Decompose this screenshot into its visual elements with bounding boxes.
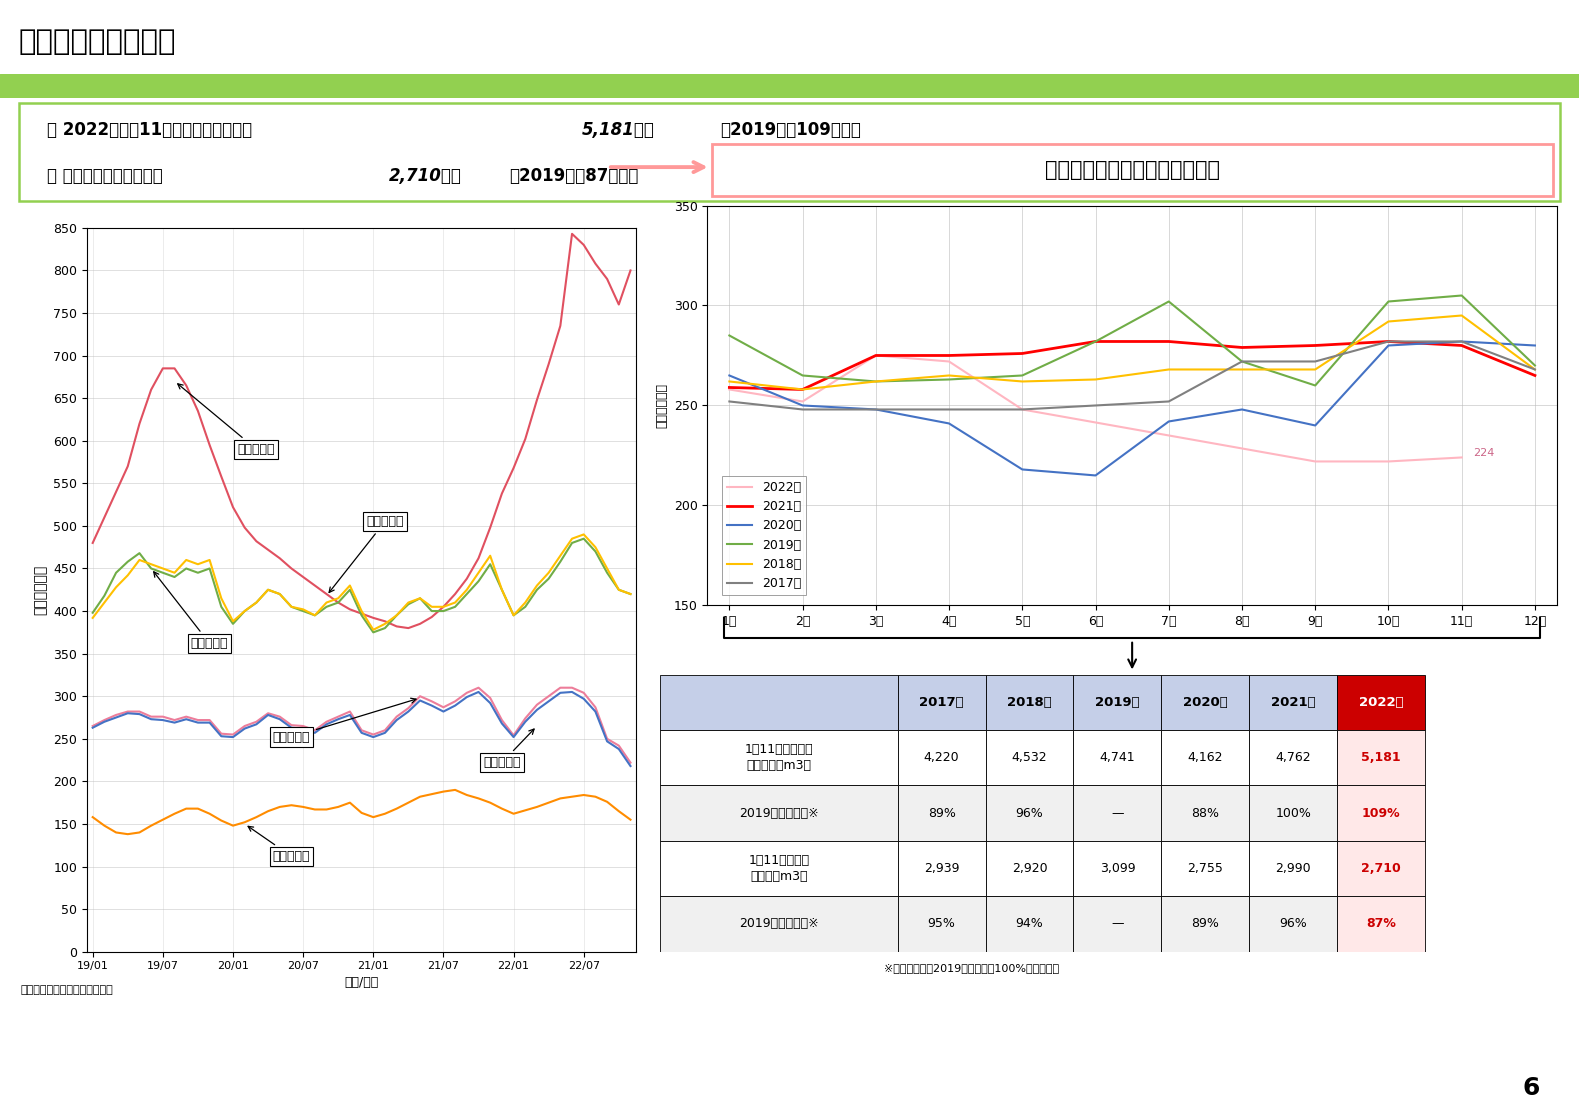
Text: 4,532: 4,532: [1012, 752, 1047, 764]
Y-axis label: 数量（千㎥）: 数量（千㎥）: [655, 383, 668, 428]
Bar: [1162, 785, 1249, 841]
Text: 4,220: 4,220: [924, 752, 960, 764]
Text: 2,710: 2,710: [1361, 862, 1401, 875]
Bar: [660, 841, 898, 896]
Text: 1～11月原木入荷
量合計（千m3）: 1～11月原木入荷 量合計（千m3）: [745, 743, 813, 772]
Text: 2019年との比較※: 2019年との比較※: [739, 806, 818, 820]
Text: ※コロナ禍前の2019年の数値を100%とした比較: ※コロナ禍前の2019年の数値を100%とした比較: [884, 963, 1060, 973]
Y-axis label: 数量（千㎥）: 数量（千㎥）: [33, 565, 47, 614]
Text: 2,920: 2,920: [1012, 862, 1047, 875]
Bar: [1249, 675, 1337, 731]
Bar: [985, 675, 1074, 731]
Text: 95%: 95%: [928, 917, 955, 930]
Text: 4,162: 4,162: [1187, 752, 1224, 764]
Text: 2,939: 2,939: [924, 862, 960, 875]
Bar: [898, 785, 985, 841]
Bar: [985, 896, 1074, 952]
Text: 資料：農林水産省「合板統計」: 資料：農林水産省「合板統計」: [21, 985, 114, 995]
Bar: [1074, 841, 1162, 896]
Bar: [660, 896, 898, 952]
Text: —: —: [1112, 917, 1124, 930]
Text: 2019年: 2019年: [1096, 696, 1140, 709]
Text: 合板出荷量の月別推移（全国）: 合板出荷量の月別推移（全国）: [1045, 160, 1219, 180]
Bar: [660, 675, 898, 731]
Bar: [985, 785, 1074, 841]
Text: 96%: 96%: [1279, 917, 1307, 930]
Bar: [1249, 841, 1337, 896]
Text: 合板生産量: 合板生産量: [483, 729, 534, 770]
Text: 224: 224: [1473, 448, 1494, 458]
Text: 2017年: 2017年: [919, 696, 963, 709]
Bar: [1074, 731, 1162, 785]
Text: 2020年: 2020年: [1183, 696, 1228, 709]
Bar: [1162, 841, 1249, 896]
Bar: [898, 675, 985, 731]
Text: 3,099: 3,099: [1099, 862, 1135, 875]
Text: 2,755: 2,755: [1187, 862, 1224, 875]
Text: 原木消費量: 原木消費量: [153, 572, 229, 650]
Text: 100%: 100%: [1276, 806, 1311, 820]
Bar: [1337, 896, 1426, 952]
Bar: [1337, 785, 1426, 841]
Text: 89%: 89%: [1192, 917, 1219, 930]
Bar: [898, 841, 985, 896]
Bar: [1337, 731, 1426, 785]
X-axis label: （年/月）: （年/月）: [344, 975, 379, 989]
Text: 5,181: 5,181: [1361, 752, 1401, 764]
Text: 原木在庫量: 原木在庫量: [178, 384, 275, 456]
Text: 合板在庫量: 合板在庫量: [248, 827, 309, 862]
Text: 2,990: 2,990: [1276, 862, 1311, 875]
Text: 2018年: 2018年: [1007, 696, 1052, 709]
Text: （2019年比87％）。: （2019年比87％）。: [508, 166, 638, 184]
Bar: [898, 731, 985, 785]
Bar: [1249, 896, 1337, 952]
Bar: [1074, 896, 1162, 952]
Text: 94%: 94%: [1015, 917, 1044, 930]
Bar: [1249, 785, 1337, 841]
Text: ・ 同様に合板の出荷量は: ・ 同様に合板の出荷量は: [47, 166, 163, 184]
Legend: 2022年, 2021年, 2020年, 2019年, 2018年, 2017年: 2022年, 2021年, 2020年, 2019年, 2018年, 2017年: [722, 476, 807, 595]
Text: 2019年との比較※: 2019年との比較※: [739, 917, 818, 930]
Text: 96%: 96%: [1015, 806, 1044, 820]
Text: 2021年: 2021年: [1271, 696, 1315, 709]
Bar: [985, 841, 1074, 896]
Bar: [660, 731, 898, 785]
Bar: [1162, 731, 1249, 785]
Bar: [1337, 841, 1426, 896]
Text: 109%: 109%: [1361, 806, 1401, 820]
Bar: [1074, 675, 1162, 731]
Text: 87%: 87%: [1366, 917, 1396, 930]
Text: ・ 2022年１～11月の原木の入荷量は: ・ 2022年１～11月の原木の入荷量は: [47, 122, 251, 140]
Bar: [660, 785, 898, 841]
Text: 89%: 89%: [928, 806, 955, 820]
Bar: [1249, 731, 1337, 785]
FancyBboxPatch shape: [19, 103, 1560, 201]
Text: （２）合板（全国）: （２）合板（全国）: [19, 28, 177, 56]
Text: 88%: 88%: [1191, 806, 1219, 820]
Bar: [1074, 785, 1162, 841]
Text: 1～11月出荷量
合計（千m3）: 1～11月出荷量 合計（千m3）: [748, 855, 810, 884]
Text: 4,741: 4,741: [1099, 752, 1135, 764]
Bar: [985, 731, 1074, 785]
Bar: [1162, 675, 1249, 731]
Text: （2019年比109％）。: （2019年比109％）。: [720, 122, 861, 140]
Text: —: —: [1112, 806, 1124, 820]
Text: 6: 6: [1522, 1077, 1540, 1100]
Bar: [898, 896, 985, 952]
Text: 2,710千㎥: 2,710千㎥: [388, 166, 461, 184]
Text: 4,762: 4,762: [1276, 752, 1311, 764]
Text: 合板出荷量: 合板出荷量: [273, 698, 415, 744]
Text: 原木入荷量: 原木入荷量: [328, 515, 404, 592]
Text: 2022年: 2022年: [1360, 696, 1404, 709]
Text: 5,181千㎥: 5,181千㎥: [581, 122, 654, 140]
Bar: [1337, 675, 1426, 731]
Bar: [1162, 896, 1249, 952]
FancyBboxPatch shape: [712, 144, 1552, 195]
